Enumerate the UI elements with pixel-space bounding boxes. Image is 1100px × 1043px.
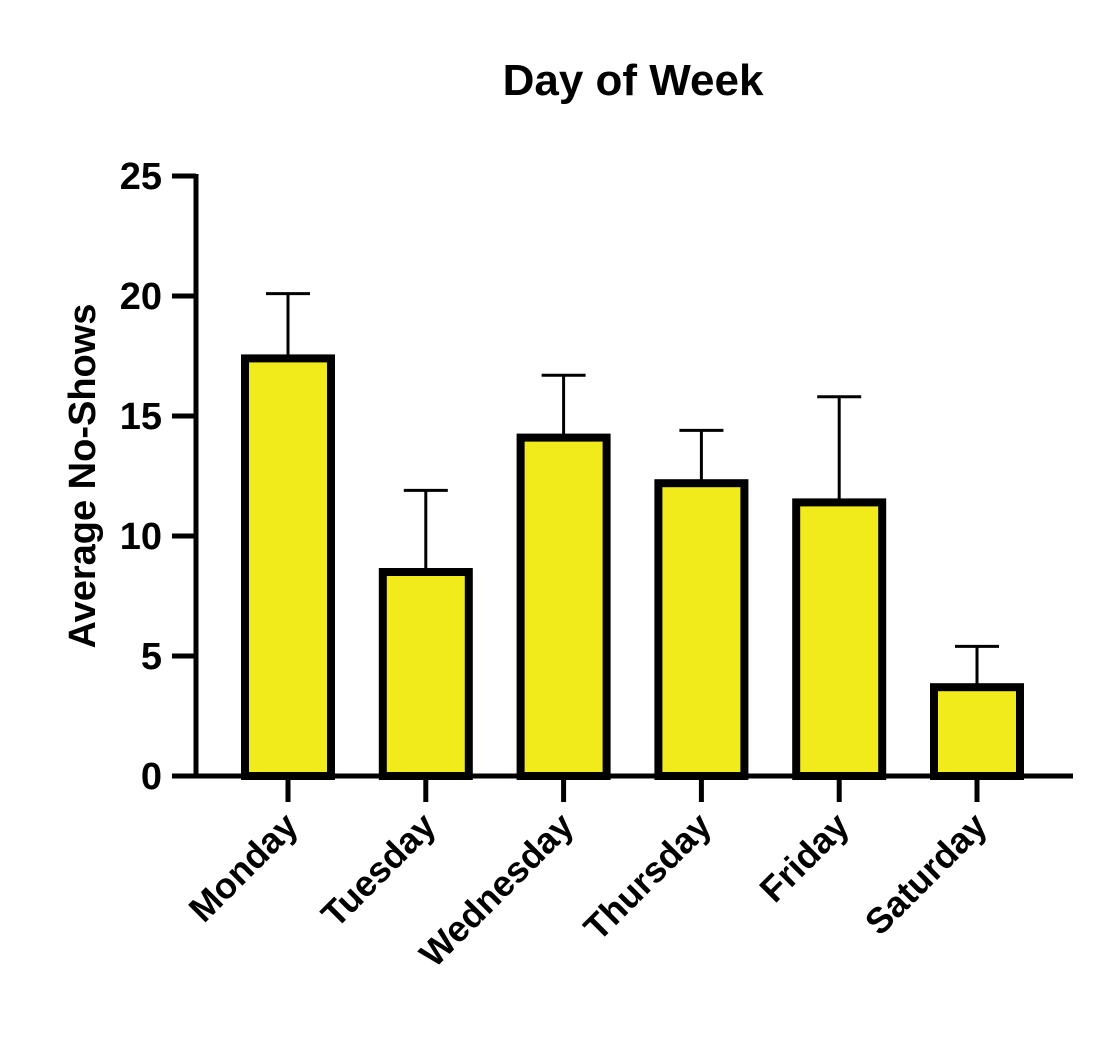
x-tick-label-monday: Monday [180, 805, 305, 930]
y-axis-title: Average No-Shows [62, 304, 104, 649]
y-tick-label: 0 [141, 756, 162, 798]
x-tick-label-friday: Friday [751, 805, 856, 910]
bar-wednesday [521, 438, 607, 776]
x-tick-label-saturday: Saturday [857, 805, 995, 943]
bar-monday [245, 358, 331, 776]
bar-saturday [934, 687, 1020, 776]
y-tick-label: 15 [120, 396, 162, 438]
x-tick-label-thursday: Thursday [575, 805, 719, 949]
x-tick-label-tuesday: Tuesday [313, 805, 443, 935]
y-tick-label: 20 [120, 276, 162, 318]
y-tick-label: 10 [120, 516, 162, 558]
bar-thursday [658, 483, 744, 776]
y-tick-label: 5 [141, 636, 162, 678]
bar-tuesday [383, 572, 469, 776]
chart-title: Day of Week [503, 56, 764, 105]
y-tick-label: 25 [120, 156, 162, 198]
bar-friday [796, 502, 882, 776]
